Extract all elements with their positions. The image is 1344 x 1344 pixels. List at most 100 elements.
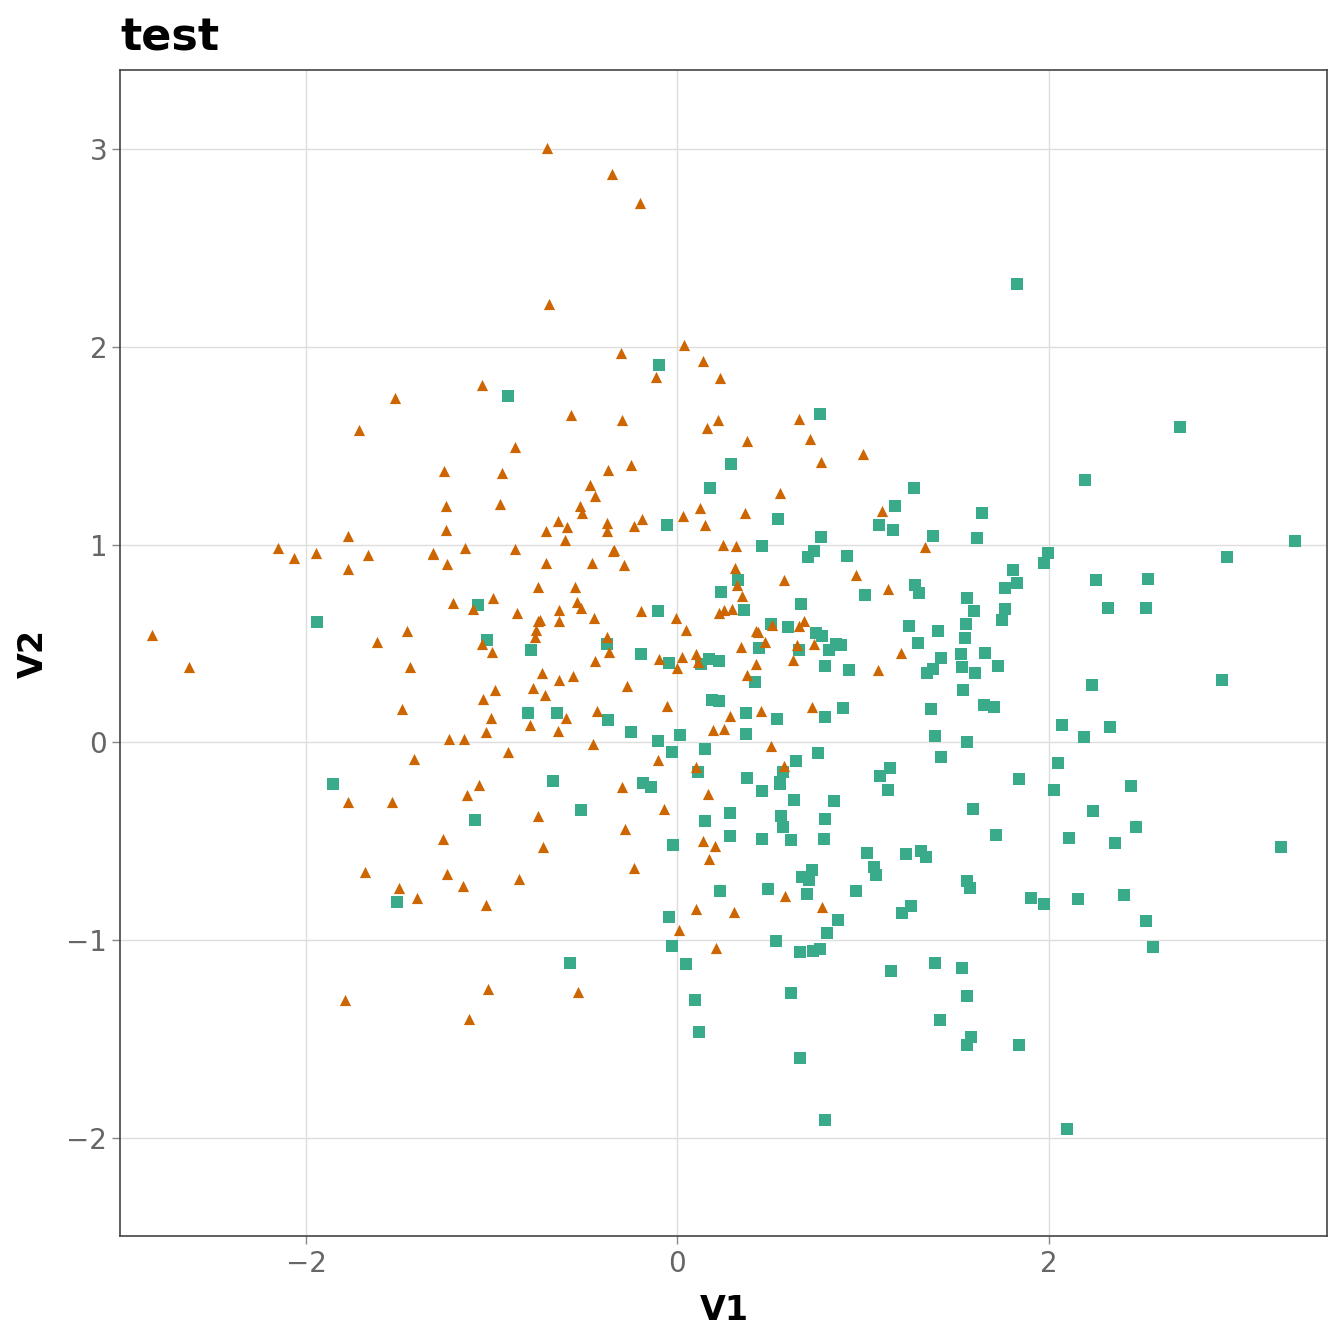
Point [1047,751,1068,773]
Point [497,742,519,763]
Point [767,508,789,530]
Point [85,792,106,813]
Point [555,707,577,728]
Point [962,798,984,820]
Point [712,599,734,621]
Point [659,653,680,675]
Point [813,828,835,849]
Point [508,868,530,890]
Point [823,790,844,812]
Point [917,663,938,684]
Point [825,633,847,655]
Point [535,520,556,542]
Point [1073,726,1094,747]
Point [773,761,794,782]
Point [774,755,796,777]
Point [814,1109,836,1130]
Point [566,591,587,613]
Point [773,569,794,590]
Point [953,679,974,700]
Point [737,430,758,452]
Point [598,641,620,663]
Point [556,516,578,538]
Point [974,642,996,664]
Point [922,526,943,547]
Point [707,409,728,430]
Point [1074,469,1095,491]
Point [789,638,810,660]
Point [719,706,741,727]
Point [710,880,731,902]
Point [927,621,949,642]
Point [457,784,478,805]
Point [731,637,753,659]
Point [818,640,840,661]
Point [1059,827,1081,848]
Point [141,625,163,646]
Point [929,1009,950,1031]
Point [802,941,824,962]
Point [267,538,289,559]
Point [788,407,809,429]
Point [765,930,786,952]
Point [1270,836,1292,857]
Point [648,601,669,622]
Point [930,746,952,767]
Point [797,883,818,905]
Point [986,656,1008,677]
Point [1043,780,1064,801]
Point [348,419,370,441]
Point [960,878,981,899]
Point [895,844,917,866]
Point [781,829,802,851]
Point [585,485,606,507]
Point [882,520,903,542]
Point [685,644,707,665]
Point [702,689,723,711]
Point [595,633,617,655]
Point [688,1021,710,1043]
Point [538,293,559,314]
Point [745,620,766,641]
Point [472,688,493,710]
Point [633,771,655,793]
Point [737,767,758,789]
Point [749,637,770,659]
Point [526,620,547,641]
Point [810,527,832,548]
Point [698,784,719,805]
Point [722,598,743,620]
Point [956,870,977,891]
Point [845,564,867,586]
Point [672,505,694,527]
Point [712,718,734,739]
Point [548,610,570,632]
Point [653,798,675,820]
Point [957,985,978,1007]
Point [798,429,820,450]
Point [798,870,820,891]
Point [582,734,603,755]
Point [1086,570,1107,591]
Point [567,981,589,1003]
Point [531,663,552,684]
Point [726,535,747,556]
Point [547,703,569,724]
Point [358,544,379,566]
Point [720,454,742,476]
Point [769,773,790,794]
Point [656,513,677,535]
Point [914,536,935,558]
Point [879,757,900,778]
Point [465,809,487,831]
Point [673,335,695,356]
Point [797,547,818,569]
Point [519,714,540,735]
Point [1142,935,1164,957]
Point [689,497,711,519]
Point [771,816,793,837]
Point [786,634,808,656]
Point [601,163,622,184]
Point [985,824,1007,845]
Point [956,614,977,636]
